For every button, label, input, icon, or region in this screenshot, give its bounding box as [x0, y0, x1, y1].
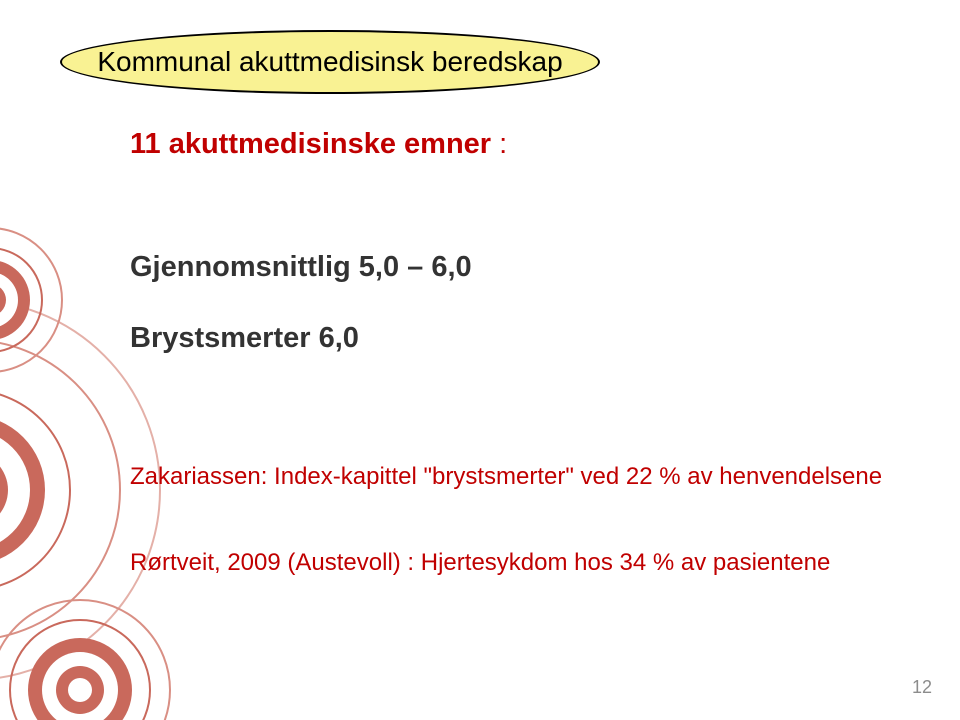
title-text: Kommunal akuttmedisinsk beredskap [97, 46, 562, 78]
content-area: 11 akuttmedisinske emner : Gjennomsnittl… [130, 128, 890, 577]
rortveit-line: Rørtveit, 2009 (Austevoll) : Hjertesykdo… [130, 549, 890, 577]
chestpain-line: Brystsmerter 6,0 [130, 322, 890, 355]
average-line: Gjennomsnittlig 5,0 – 6,0 [130, 251, 890, 284]
slide: Kommunal akuttmedisinsk beredskap 11 aku… [0, 0, 960, 720]
heading-main: 11 akuttmedisinske emner [130, 128, 491, 160]
zakariassen-line: Zakariassen: Index-kapittel "brystsmerte… [130, 463, 890, 491]
page-number: 12 [912, 677, 932, 698]
heading-suffix: : [491, 128, 507, 160]
title-badge: Kommunal akuttmedisinsk beredskap [60, 30, 600, 94]
heading-line: 11 akuttmedisinske emner : [130, 128, 890, 161]
